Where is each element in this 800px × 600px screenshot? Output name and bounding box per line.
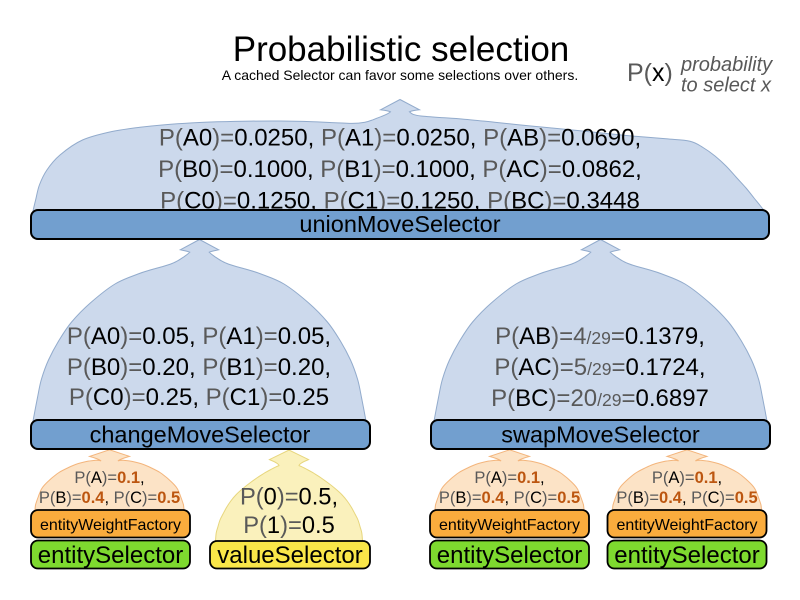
svg-text:A cached Selector can favor so: A cached Selector can favor some selecti… [222,67,578,83]
svg-text:P(B0)=0.1000, P(B1)=0.1000, P(: P(B0)=0.1000, P(B1)=0.1000, P(AC)=0.0862… [158,156,642,183]
svg-text:entityWeightFactory: entityWeightFactory [616,517,757,534]
svg-text:entityWeightFactory: entityWeightFactory [40,517,181,534]
svg-text:P(C0)=0.25, P(C1)=0.25: P(C0)=0.25, P(C1)=0.25 [69,384,329,411]
svg-text:P(A)=0.1,: P(A)=0.1, [474,469,544,487]
svg-text:entitySelector: entitySelector [437,542,582,569]
svg-text:P(A0)=0.05, P(A1)=0.05,: P(A0)=0.05, P(A1)=0.05, [67,323,331,350]
svg-text:P(A)=0.1,: P(A)=0.1, [74,469,144,487]
svg-text:P(A)=0.1,: P(A)=0.1, [652,469,722,487]
svg-text:P(B)=0.4, P(C)=0.5: P(B)=0.4, P(C)=0.5 [616,489,757,507]
svg-text:P(0)=0.5,: P(0)=0.5, [240,485,338,511]
svg-text:entitySelector: entitySelector [614,542,759,569]
svg-text:swapMoveSelector: swapMoveSelector [501,422,700,448]
svg-text:P(B)=0.4, P(C)=0.5: P(B)=0.4, P(C)=0.5 [39,489,180,507]
svg-text:entityWeightFactory: entityWeightFactory [439,517,580,534]
svg-text:P(A0)=0.0250, P(A1)=0.0250, P(: P(A0)=0.0250, P(A1)=0.0250, P(AB)=0.0690… [159,125,641,152]
svg-text:Probabilistic selection: Probabilistic selection [233,30,570,69]
svg-text:entitySelector: entitySelector [38,542,183,569]
svg-text:P(BC)=20/29=0.6897: P(BC)=20/29=0.6897 [491,385,709,412]
svg-text:P(B0)=0.20, P(B1)=0.20,: P(B0)=0.20, P(B1)=0.20, [67,354,331,381]
svg-text:P(1)=0.5: P(1)=0.5 [243,513,335,539]
svg-text:probability: probability [680,54,773,76]
svg-text:unionMoveSelector: unionMoveSelector [299,211,500,237]
svg-text:P(AB)=4/29=0.1379,: P(AB)=4/29=0.1379, [495,323,705,350]
svg-text:P(B)=0.4, P(C)=0.5: P(B)=0.4, P(C)=0.5 [439,489,580,507]
svg-text:P(x): P(x) [627,59,673,87]
svg-text:to select x: to select x [681,75,772,97]
svg-text:valueSelector: valueSelector [217,542,362,569]
svg-text:P(AC)=5/29=0.1724,: P(AC)=5/29=0.1724, [494,354,705,381]
svg-text:changeMoveSelector: changeMoveSelector [90,422,311,448]
